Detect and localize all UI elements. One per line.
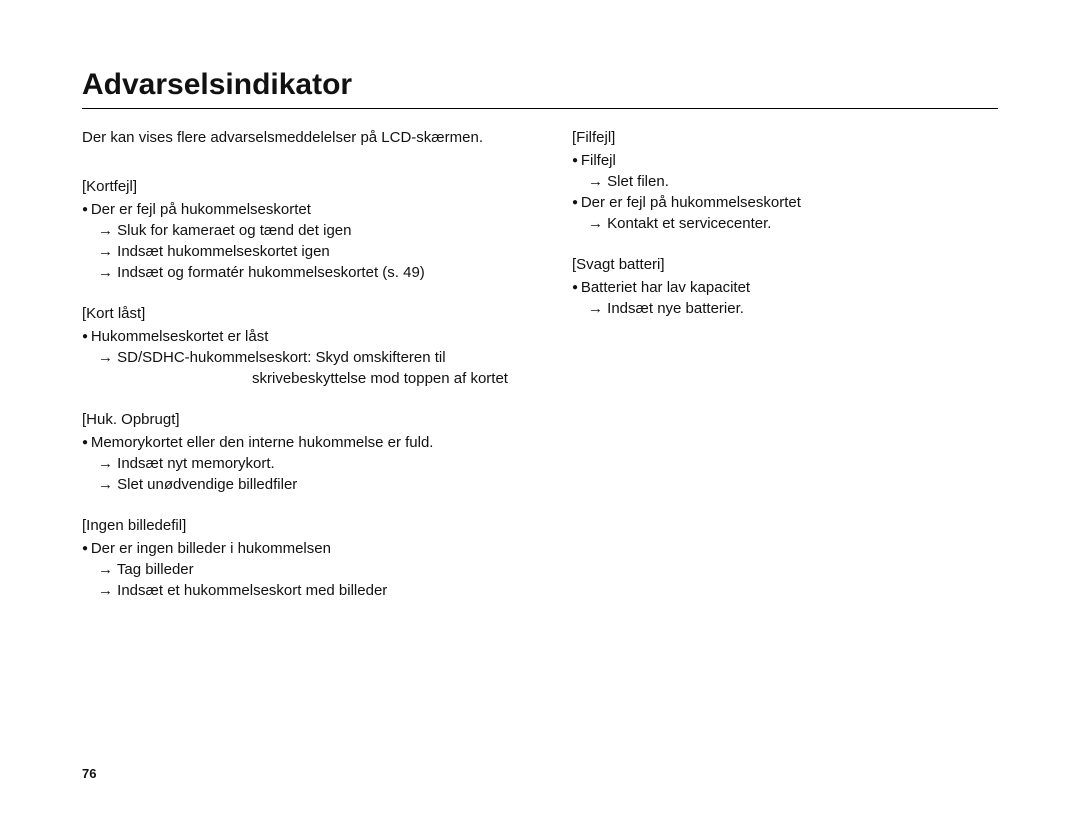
arrow-item: Indsæt nye batterier. — [588, 298, 998, 319]
section-filfejl: [Filfejl] Filfejl Slet filen. Der er fej… — [572, 127, 998, 234]
arrow-item: SD/SDHC-hukommelseskort: Skyd omskiftere… — [98, 347, 508, 368]
section-kortfejl: [Kortfejl] Der er fejl på hukommelseskor… — [82, 176, 508, 283]
bullet-text: Hukommelseskortet er låst — [82, 326, 508, 347]
bullet-text: Der er ingen billeder i hukommelsen — [82, 538, 508, 559]
arrow-list: Tag billeder Indsæt et hukommelseskort m… — [82, 559, 508, 601]
section-head: [Kortfejl] — [82, 176, 508, 197]
arrow-list: Slet filen. — [572, 171, 998, 192]
intro-text: Der kan vises flere advarselsmeddelelser… — [82, 127, 508, 148]
bullet-label: Hukommelseskortet er låst — [91, 328, 269, 345]
section-huk-opbrugt: [Huk. Opbrugt] Memorykortet eller den in… — [82, 409, 508, 495]
bullet-text: Der er fejl på hukommelseskortet — [572, 192, 998, 213]
bullet-text: Der er fejl på hukommelseskortet — [82, 199, 508, 220]
arrow-list: Sluk for kameraet og tænd det igen Indsæ… — [82, 220, 508, 283]
arrow-label: SD/SDHC-hukommelseskort: Skyd omskiftere… — [117, 349, 445, 366]
arrow-label: Kontakt et servicecenter. — [607, 215, 771, 232]
arrow-item: Tag billeder — [98, 559, 508, 580]
page-title: Advarselsindikator — [82, 68, 998, 109]
right-column: [Filfejl] Filfejl Slet filen. Der er fej… — [572, 127, 998, 621]
section-svagt-batteri: [Svagt batteri] Batteriet har lav kapaci… — [572, 254, 998, 319]
arrow-item: Sluk for kameraet og tænd det igen — [98, 220, 508, 241]
bullet-text: Batteriet har lav kapacitet — [572, 277, 998, 298]
arrow-item: Slet unødvendige billedfiler — [98, 474, 508, 495]
section-head: [Ingen billedefil] — [82, 515, 508, 536]
arrow-item: Indsæt og formatér hukommelseskortet (s.… — [98, 262, 508, 283]
arrow-label: Indsæt hukommelseskortet igen — [117, 243, 330, 260]
bullet-label: Batteriet har lav kapacitet — [581, 279, 750, 296]
arrow-item: Kontakt et servicecenter. — [588, 213, 998, 234]
arrow-list: SD/SDHC-hukommelseskort: Skyd omskiftere… — [82, 347, 508, 368]
arrow-label: Indsæt nye batterier. — [607, 300, 744, 317]
bullet-label: Der er fejl på hukommelseskortet — [581, 194, 801, 211]
arrow-list: Kontakt et servicecenter. — [572, 213, 998, 234]
bullet-label: Filfejl — [581, 152, 616, 169]
arrow-label: Slet unødvendige billedfiler — [117, 476, 297, 493]
section-head: [Filfejl] — [572, 127, 998, 148]
section-kortlast: [Kort låst] Hukommelseskortet er låst SD… — [82, 303, 508, 389]
arrow-item: Indsæt et hukommelseskort med billeder — [98, 580, 508, 601]
arrow-item: Slet filen. — [588, 171, 998, 192]
bullet-label: Der er ingen billeder i hukommelsen — [91, 540, 331, 557]
bullet-label: Memorykortet eller den interne hukommels… — [91, 434, 434, 451]
arrow-list: Indsæt nye batterier. — [572, 298, 998, 319]
arrow-label: Sluk for kameraet og tænd det igen — [117, 222, 351, 239]
arrow-label: Slet filen. — [607, 173, 669, 190]
bullet-label: Der er fejl på hukommelseskortet — [91, 201, 311, 218]
arrow-item: Indsæt nyt memorykort. — [98, 453, 508, 474]
arrow-list: Indsæt nyt memorykort. Slet unødvendige … — [82, 453, 508, 495]
section-head: [Huk. Opbrugt] — [82, 409, 508, 430]
section-head: [Kort låst] — [82, 303, 508, 324]
section-ingen-billedefil: [Ingen billedefil] Der er ingen billeder… — [82, 515, 508, 601]
wrapped-line: skrivebeskyttelse mod toppen af kortet — [82, 368, 508, 389]
arrow-label: Indsæt et hukommelseskort med billeder — [117, 582, 387, 599]
page-number: 76 — [82, 766, 96, 781]
bullet-text: Filfejl — [572, 150, 998, 171]
bullet-text: Memorykortet eller den interne hukommels… — [82, 432, 508, 453]
section-head: [Svagt batteri] — [572, 254, 998, 275]
arrow-label: Indsæt og formatér hukommelseskortet (s.… — [117, 264, 425, 281]
arrow-label: Tag billeder — [117, 561, 194, 578]
document-page: Advarselsindikator Der kan vises flere a… — [0, 0, 1080, 815]
content-columns: Der kan vises flere advarselsmeddelelser… — [82, 127, 998, 621]
arrow-label: Indsæt nyt memorykort. — [117, 455, 275, 472]
arrow-item: Indsæt hukommelseskortet igen — [98, 241, 508, 262]
left-column: Der kan vises flere advarselsmeddelelser… — [82, 127, 508, 621]
